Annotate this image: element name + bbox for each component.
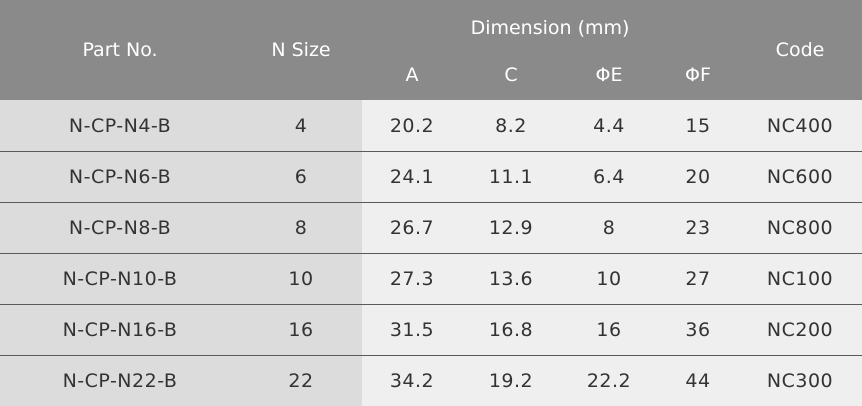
- table-cell: N-CP-N22-B: [0, 355, 240, 406]
- table-cell: 19.2: [462, 355, 560, 406]
- table-cell: 27.3: [362, 253, 462, 305]
- header-group: Dimension (mm): [362, 0, 738, 50]
- table-cell: 26.7: [362, 202, 462, 254]
- table-cell: 31.5: [362, 304, 462, 356]
- table-cell: NC100: [738, 253, 862, 305]
- table-cell: 22.2: [560, 355, 658, 406]
- table-cell: N-CP-N16-B: [0, 304, 240, 356]
- table-cell: 20: [658, 151, 738, 203]
- table-cell: N-CP-N10-B: [0, 253, 240, 305]
- table-cell: 8: [560, 202, 658, 254]
- table-cell: N-CP-N8-B: [0, 202, 240, 254]
- table-row: N-CP-N10-B 10 27.3 13.6 10 27 NC100: [0, 253, 862, 305]
- table-cell: 16: [240, 304, 362, 356]
- table-cell: 24.1: [362, 151, 462, 203]
- table-cell: 16.8: [462, 304, 560, 356]
- table-cell: 6.4: [560, 151, 658, 203]
- table-cell: 27: [658, 253, 738, 305]
- table-row: N-CP-N6-B 6 24.1 11.1 6.4 20 NC600: [0, 151, 862, 203]
- header-sub: A: [362, 50, 462, 100]
- table-row: N-CP-N16-B 16 31.5 16.8 16 36 NC200: [0, 304, 862, 356]
- table-cell: 4.4: [560, 100, 658, 152]
- table-cell: NC300: [738, 355, 862, 406]
- table-cell: 4: [240, 100, 362, 152]
- table-row: N-CP-N4-B 4 20.2 8.2 4.4 15 NC400: [0, 100, 862, 152]
- header-sub: ΦE: [560, 50, 658, 100]
- table-cell: NC800: [738, 202, 862, 254]
- table-cell: 22: [240, 355, 362, 406]
- table-header: Part No. N Size Dimension (mm) Code A C …: [0, 0, 862, 100]
- table-cell: 36: [658, 304, 738, 356]
- table-cell: 16: [560, 304, 658, 356]
- table-cell: 12.9: [462, 202, 560, 254]
- header-sub: ΦF: [658, 50, 738, 100]
- table-row: N-CP-N22-B 22 34.2 19.2 22.2 44 NC300: [0, 355, 862, 406]
- header-cell: N Size: [240, 0, 362, 100]
- table-cell: 6: [240, 151, 362, 203]
- table-cell: N-CP-N6-B: [0, 151, 240, 203]
- header-sub: C: [462, 50, 560, 100]
- table-cell: 10: [240, 253, 362, 305]
- header-cell: Code: [738, 0, 862, 100]
- table-cell: NC200: [738, 304, 862, 356]
- table-body: N-CP-N4-B 4 20.2 8.2 4.4 15 NC400 N-CP-N6-B 6 24.…: [0, 100, 862, 406]
- table-cell: N-CP-N4-B: [0, 100, 240, 152]
- table-row: N-CP-N8-B 8 26.7 12.9 8 23 NC800: [0, 202, 862, 254]
- header-cell: Part No.: [0, 0, 240, 100]
- table-cell: 23: [658, 202, 738, 254]
- table-cell: 11.1: [462, 151, 560, 203]
- table-cell: 8.2: [462, 100, 560, 152]
- table-cell: 13.6: [462, 253, 560, 305]
- table-cell: 10: [560, 253, 658, 305]
- table-cell: NC400: [738, 100, 862, 152]
- table-cell: 8: [240, 202, 362, 254]
- table-cell: 15: [658, 100, 738, 152]
- table-cell: 44: [658, 355, 738, 406]
- table-cell: 34.2: [362, 355, 462, 406]
- table-cell: 20.2: [362, 100, 462, 152]
- table-cell: NC600: [738, 151, 862, 203]
